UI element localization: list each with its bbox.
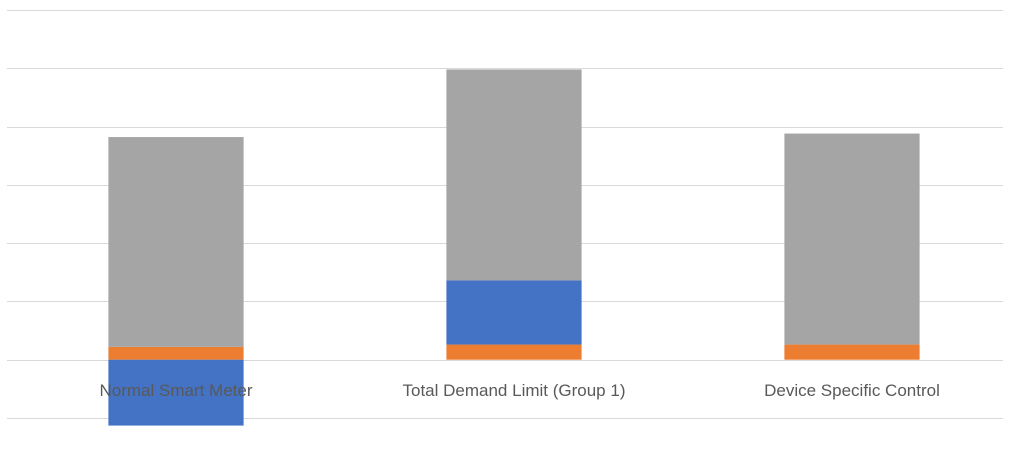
- bar-segment: [446, 280, 582, 345]
- bar-segment: [108, 137, 244, 347]
- bar-segment: [784, 133, 920, 345]
- bar-segment: [784, 344, 920, 360]
- bar-segment: [446, 344, 582, 360]
- bar-segment: [446, 69, 582, 281]
- bar-segment: [108, 359, 244, 426]
- x-tick-label: Total Demand Limit (Group 1): [403, 381, 626, 400]
- x-tick-label: Normal Smart Meter: [99, 381, 252, 400]
- x-tick-label: Device Specific Control: [764, 381, 940, 400]
- bar-segment: [108, 346, 244, 360]
